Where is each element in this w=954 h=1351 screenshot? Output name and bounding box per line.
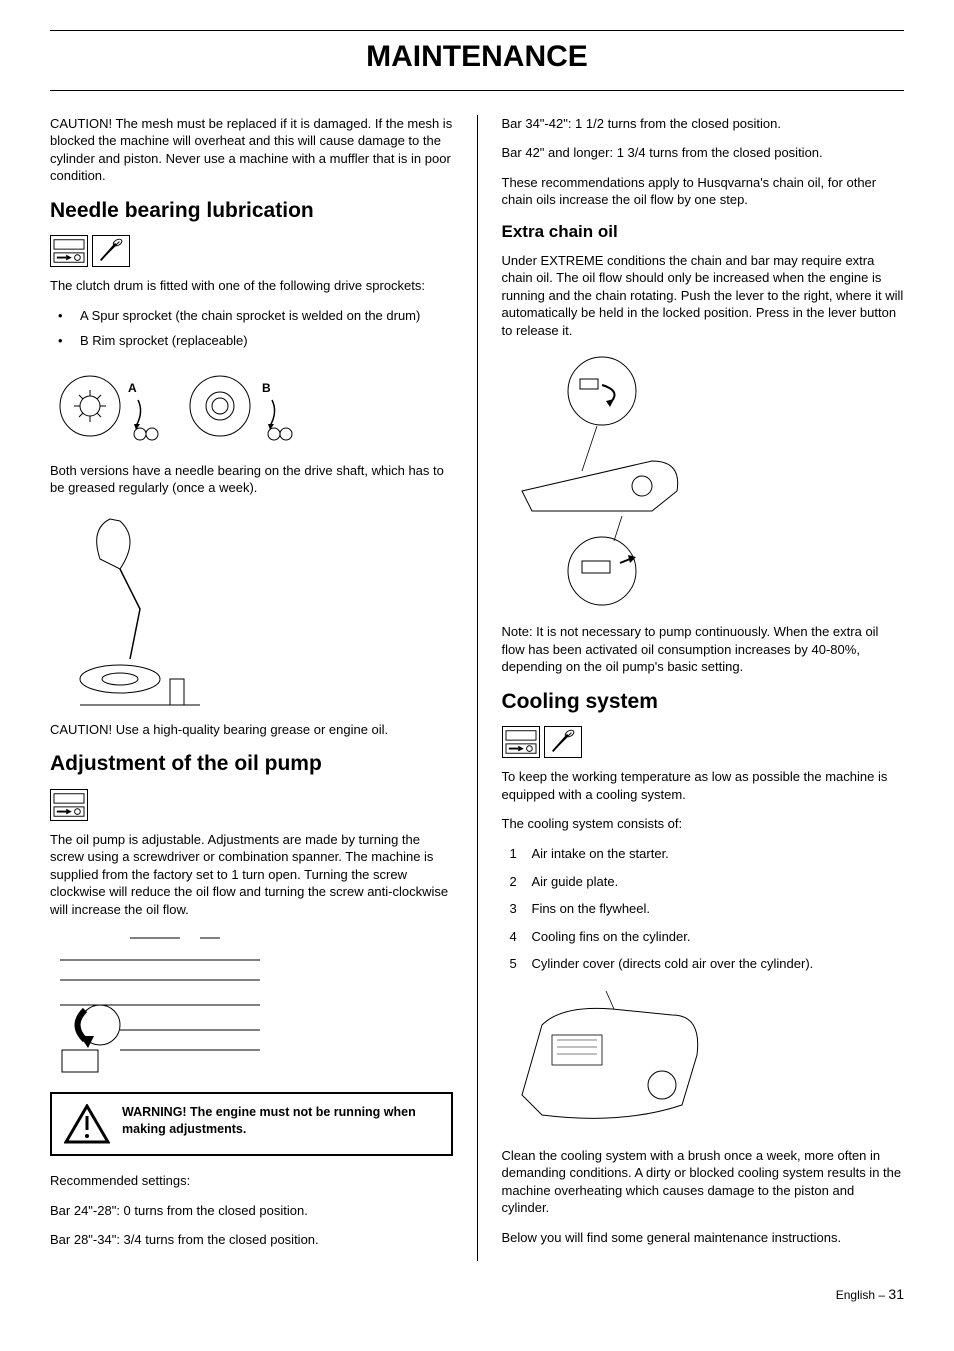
extra-para: Under EXTREME conditions the chain and b…: [502, 252, 905, 340]
rec-heading: Recommended settings:: [50, 1172, 453, 1190]
bullet-a: A Spur sprocket (the chain sprocket is w…: [54, 307, 453, 325]
top-rule: [50, 30, 904, 31]
two-columns: CAUTION! The mesh must be replaced if it…: [50, 115, 904, 1262]
switch-off-icon: [50, 235, 88, 267]
heading-oilpump: Adjustment of the oil pump: [50, 750, 453, 778]
switch-off-icon: [50, 789, 88, 821]
page-title: MAINTENANCE: [50, 37, 904, 78]
icon-row-cooling: [502, 726, 905, 758]
svg-text:A: A: [128, 381, 137, 395]
sprocket-bullets: A Spur sprocket (the chain sprocket is w…: [50, 307, 453, 350]
cooling-list: 1Air intake on the starter. 2Air guide p…: [502, 845, 905, 973]
rec-24-28: Bar 24"-28": 0 turns from the closed pos…: [50, 1202, 453, 1220]
cooling-item-2: 2Air guide plate.: [506, 873, 905, 891]
footer-sep: –: [875, 1288, 888, 1302]
column-divider: [477, 115, 478, 1262]
cooling-consists: The cooling system consists of:: [502, 815, 905, 833]
heading-extra-oil: Extra chain oil: [502, 221, 905, 244]
left-column: CAUTION! The mesh must be replaced if it…: [50, 115, 453, 1262]
footer-page-number: 31: [888, 1286, 904, 1302]
page-footer: English – 31: [50, 1285, 904, 1304]
cooling-item-1-text: Air intake on the starter.: [532, 846, 669, 861]
figure-greasing: [50, 509, 453, 709]
caution-grease: CAUTION! Use a high-quality bearing grea…: [50, 721, 453, 739]
rec-note: These recommendations apply to Husqvarna…: [502, 174, 905, 209]
tool-icon: [544, 726, 582, 758]
right-column: Bar 34"-42": 1 1/2 turns from the closed…: [502, 115, 905, 1262]
under-rule: [50, 90, 904, 91]
switch-off-icon: [502, 726, 540, 758]
cooling-item-3-text: Fins on the flywheel.: [532, 901, 651, 916]
tool-icon: [92, 235, 130, 267]
cooling-below: Below you will find some general mainten…: [502, 1229, 905, 1247]
figure-sprockets: A B: [50, 362, 453, 450]
bullet-b: B Rim sprocket (replaceable): [54, 332, 453, 350]
cooling-item-2-text: Air guide plate.: [532, 874, 619, 889]
figure-oilpump: [50, 930, 453, 1080]
caution-mesh: CAUTION! The mesh must be replaced if it…: [50, 115, 453, 185]
cooling-item-4: 4Cooling fins on the cylinder.: [506, 928, 905, 946]
icon-row-oilpump: [50, 789, 453, 821]
rec-28-34: Bar 28"-34": 3/4 turns from the closed p…: [50, 1231, 453, 1249]
figure-extra-oil: [502, 351, 905, 611]
rec-34-42: Bar 34"-42": 1 1/2 turns from the closed…: [502, 115, 905, 133]
icon-row-needle: [50, 235, 453, 267]
cooling-clean: Clean the cooling system with a brush on…: [502, 1147, 905, 1217]
cooling-intro: To keep the working temperature as low a…: [502, 768, 905, 803]
warning-text: WARNING! The engine must not be running …: [122, 1104, 439, 1138]
cooling-item-4-text: Cooling fins on the cylinder.: [532, 929, 691, 944]
warning-box: WARNING! The engine must not be running …: [50, 1092, 453, 1156]
cooling-item-1: 1Air intake on the starter.: [506, 845, 905, 863]
oilpump-intro: The oil pump is adjustable. Adjustments …: [50, 831, 453, 919]
heading-cooling: Cooling system: [502, 688, 905, 716]
warning-triangle-icon: [64, 1104, 110, 1144]
warning-content: WARNING! The engine must not be running …: [122, 1105, 416, 1136]
cooling-item-5: 5Cylinder cover (directs cold air over t…: [506, 955, 905, 973]
rec-42plus: Bar 42" and longer: 1 3/4 turns from the…: [502, 144, 905, 162]
extra-note: Note: It is not necessary to pump contin…: [502, 623, 905, 676]
cooling-item-3: 3Fins on the flywheel.: [506, 900, 905, 918]
heading-needle: Needle bearing lubrication: [50, 197, 453, 225]
cooling-item-5-text: Cylinder cover (directs cold air over th…: [532, 956, 814, 971]
figure-cooling: [502, 985, 905, 1135]
footer-lang: English: [836, 1288, 875, 1302]
needle-intro: The clutch drum is fitted with one of th…: [50, 277, 453, 295]
svg-text:B: B: [262, 381, 271, 395]
needle-both: Both versions have a needle bearing on t…: [50, 462, 453, 497]
